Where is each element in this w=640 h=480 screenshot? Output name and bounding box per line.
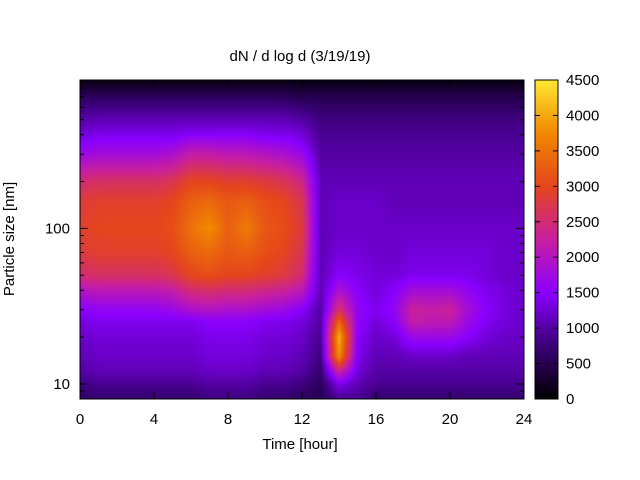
colorbar-tick-label: 1000: [566, 320, 599, 337]
chart-title: dN / d log d (3/19/19): [230, 48, 371, 65]
x-tick-label: 8: [224, 411, 232, 428]
colorbar-axis: 0 500 1000 1500 2000 2500 3000 3500 4000 4500: [535, 72, 599, 408]
y-tick-label: 10: [53, 376, 70, 393]
colorbar-tick-label: 500: [566, 356, 591, 373]
x-tick-label: 4: [150, 411, 158, 428]
colorbar-tick-label: 3500: [566, 143, 599, 160]
heatmap-surface: [80, 80, 524, 399]
colorbar-tick-label: 3000: [566, 178, 599, 195]
x-axis-label: Time [hour]: [262, 436, 337, 453]
y-axis-label: Particle size [nm]: [1, 182, 18, 296]
x-tick-label: 0: [76, 411, 84, 428]
x-tick-label: 16: [368, 411, 385, 428]
colorbar: [534, 79, 559, 400]
colorbar-tick-label: 2500: [566, 214, 599, 231]
colorbar-tick-label: 2000: [566, 249, 599, 266]
colorbar-tick-label: 4500: [566, 72, 599, 89]
colorbar-tick-label: 0: [566, 391, 574, 408]
x-axis: 0 4 8 12 16 20 24: [76, 80, 533, 428]
y-axis: 10 100: [45, 79, 524, 400]
x-tick-label: 20: [442, 411, 459, 428]
colorbar-tick-label: 4000: [566, 107, 599, 124]
y-tick-label: 100: [45, 220, 70, 237]
colorbar-tick-label: 1500: [566, 285, 599, 302]
x-tick-label: 24: [516, 411, 533, 428]
x-tick-label: 12: [294, 411, 311, 428]
heatmap-foreign: [80, 80, 524, 399]
